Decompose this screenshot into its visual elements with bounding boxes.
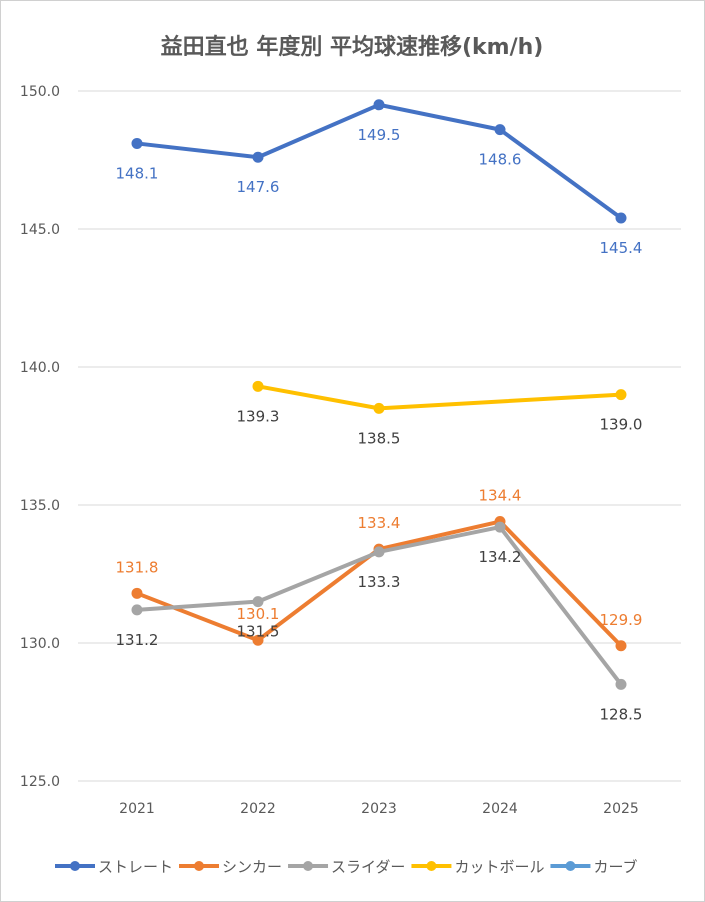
chart-title: 益田直也 年度別 平均球速推移(km/h) [161,34,544,60]
legend-label: シンカー [222,858,282,876]
data-point [615,212,627,224]
legend-marker [194,861,205,871]
data-point [131,604,143,616]
series-line [136,102,623,220]
y-tick-label: 135.0 [20,498,60,514]
legend-marker [70,861,80,871]
y-tick-label: 150.0 [20,84,60,100]
data-label: 129.9 [600,611,643,629]
x-tick-label: 2024 [482,801,518,817]
data-label: 139.3 [237,407,280,425]
data-point [494,124,506,136]
legend-marker [303,861,314,871]
data-label: 133.3 [358,573,401,591]
data-label: 134.2 [479,548,522,566]
x-tick-label: 2022 [240,801,276,817]
x-tick-label: 2025 [603,801,639,817]
legend-label: カーブ [593,858,637,876]
data-label: 147.6 [237,178,280,196]
data-point [615,640,627,652]
y-tick-label: 140.0 [20,360,60,376]
data-point [494,521,506,533]
legend-marker [426,861,437,871]
x-tick-label: 2023 [361,801,397,817]
data-point [373,99,385,111]
data-label: 139.0 [600,416,643,434]
data-label: 131.5 [237,623,280,641]
data-label: 131.8 [116,558,159,576]
data-point [252,634,264,646]
data-label: 134.4 [479,487,522,505]
data-point [131,587,143,599]
legend-label: スライダー [331,858,405,876]
data-point [252,380,264,392]
data-label: 130.1 [237,605,280,623]
data-label: 128.5 [600,705,643,723]
data-label: 138.5 [358,429,401,447]
y-tick-label: 130.0 [20,636,60,652]
legend-label: ストレート [98,858,173,876]
data-point [131,137,143,149]
x-tick-label: 2021 [119,801,155,817]
data-label: 133.4 [358,514,401,532]
legend-label: カットボール [454,858,544,876]
y-tick-label: 125.0 [20,774,60,790]
data-point [373,546,385,558]
data-label: 149.5 [358,126,401,144]
data-point [615,678,627,690]
data-label: 148.1 [116,164,159,182]
series-line [257,384,622,411]
data-label: 131.2 [116,631,159,649]
legend-marker [565,861,576,871]
data-label: 145.4 [600,239,643,257]
data-point [615,389,627,401]
y-tick-label: 145.0 [20,222,60,238]
data-point [373,402,385,414]
data-point [252,151,264,163]
data-point [252,596,264,608]
data-label: 148.6 [479,151,522,169]
